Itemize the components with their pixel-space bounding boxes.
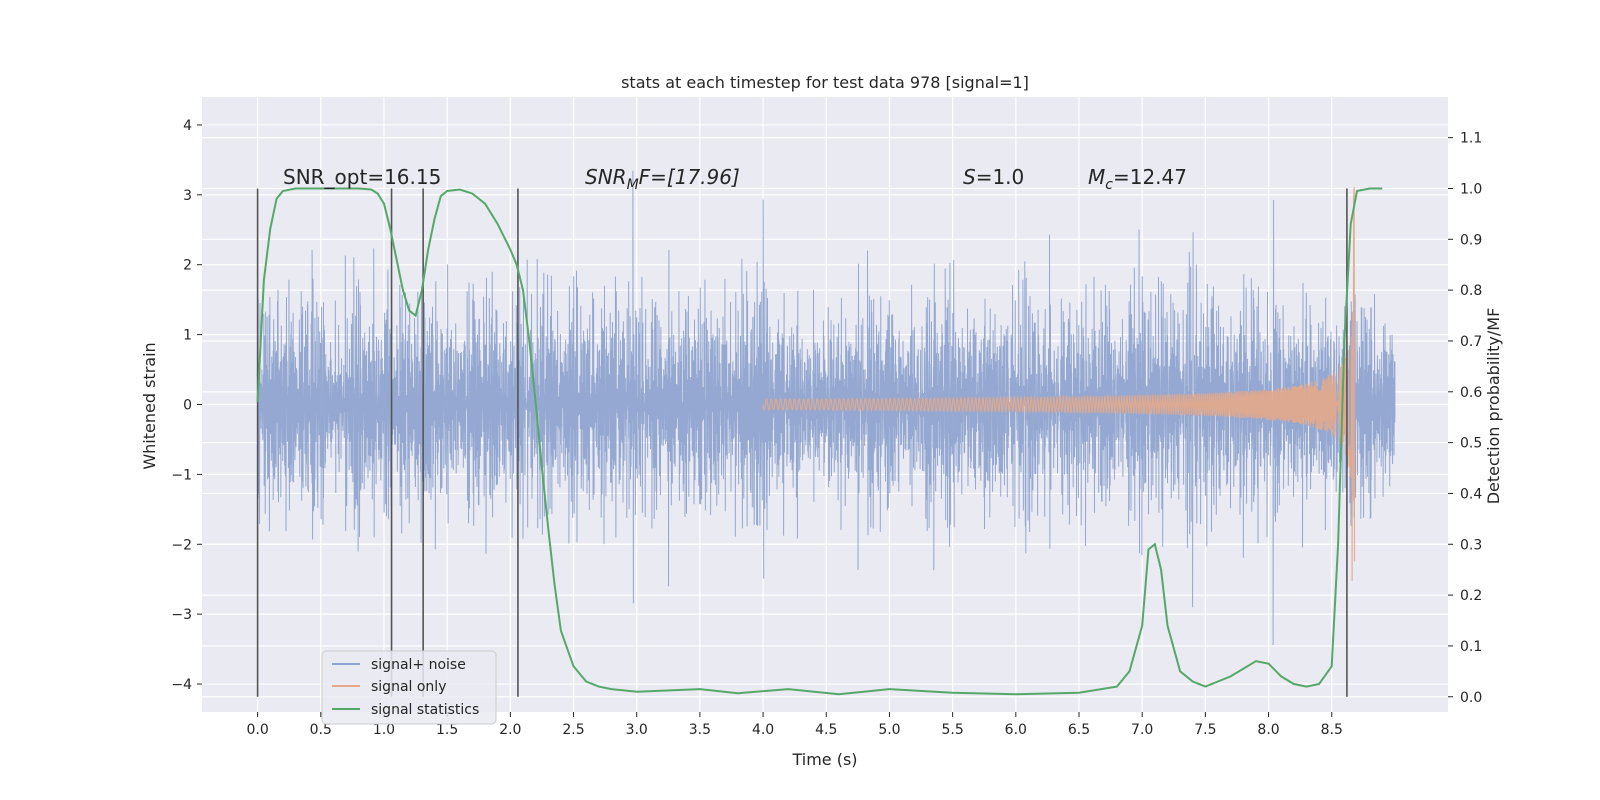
x-tick-label: 6.0	[1005, 722, 1027, 738]
x-tick-label: 7.5	[1194, 722, 1216, 738]
vertical-markers	[256, 188, 1348, 697]
y2-tick-label: 0.2	[1460, 588, 1482, 604]
y-tick-label: 0	[183, 398, 192, 414]
y2-tick-label: 0.4	[1460, 486, 1482, 502]
annotation-mc: Mc=12.47	[1088, 165, 1187, 193]
y2-axis-label: Detection probability/MF	[1484, 308, 1503, 505]
y2-tick-label: 1.0	[1460, 181, 1482, 197]
legend-box	[321, 650, 497, 725]
y-axis-label: Whitened strain	[140, 342, 159, 469]
y-tick-labels: 4 3 2 1 0 −1 −2 −3 −4	[171, 118, 202, 693]
y2-tick-label: 0.6	[1460, 385, 1482, 401]
annotation-s: S=1.0	[963, 165, 1024, 189]
x-tick-label: 4.5	[815, 722, 837, 738]
x-tick-label: 1.5	[436, 722, 458, 738]
y-tick-label: 3	[183, 188, 192, 204]
signal-only-trace	[762, 187, 1356, 581]
x-tick-label: 8.5	[1321, 722, 1343, 738]
y-tick-label: −4	[171, 677, 192, 693]
y2-tick-label: 0.7	[1460, 334, 1482, 350]
legend-label-signal-statistics: signal statistics	[371, 702, 479, 718]
y-tick-label: −3	[171, 607, 192, 623]
x-tick-label: 4.0	[752, 722, 774, 738]
y2-tick-label: 0.5	[1460, 436, 1482, 452]
x-tick-label: 5.5	[942, 722, 964, 738]
y2-tick-label: 0.9	[1460, 232, 1482, 248]
y2-tick-label: 1.1	[1460, 131, 1482, 147]
x-tick-label: 0.0	[246, 722, 268, 738]
y2-tick-label: 0.0	[1460, 690, 1482, 706]
x-tick-label: 2.5	[562, 722, 584, 738]
x-tick-labels: 0.0 0.5 1.0 1.5 2.0 2.5 3.0 3.5 4.0 4.5 5.0 5.5 6.0 6…	[246, 712, 1343, 738]
y-tick-label: −1	[171, 467, 192, 483]
chart-title: stats at each timestep for test data 978…	[621, 73, 1029, 92]
x-tick-label: 3.0	[626, 722, 648, 738]
signal-statistics-line	[256, 187, 1383, 696]
annotation-snr-opt: SNR_opt=16.15	[283, 165, 441, 189]
legend-label-signal-noise: signal+ noise	[371, 657, 466, 673]
signal-noise-trace	[257, 170, 1396, 646]
x-tick-label: 6.5	[1068, 722, 1090, 738]
legend: signal+ noise signal only signal statist…	[321, 650, 497, 725]
y2-tick-labels: 1.1 1.0 0.9 0.8 0.7 0.6 0.5 0.4 0.3 0.2 0.1 0.0	[1448, 131, 1482, 706]
x-tick-label: 0.5	[310, 722, 332, 738]
x-tick-label: 7.0	[1131, 722, 1153, 738]
y2-tick-label: 0.8	[1460, 283, 1482, 299]
x-tick-label: 1.0	[373, 722, 395, 738]
x-tick-label: 5.0	[878, 722, 900, 738]
y2-tick-label: 0.3	[1460, 537, 1482, 553]
signal-only-series	[762, 187, 1356, 581]
y-tick-label: −2	[171, 537, 192, 553]
legend-label-signal-only: signal only	[371, 679, 446, 695]
y2-tick-label: 0.1	[1460, 639, 1482, 655]
y-tick-label: 2	[183, 258, 192, 274]
signal-noise-series	[257, 170, 1396, 646]
x-tick-label: 8.0	[1257, 722, 1279, 738]
x-tick-label: 3.5	[689, 722, 711, 738]
x-tick-label: 2.0	[499, 722, 521, 738]
y-tick-label: 4	[183, 118, 192, 134]
y-tick-label: 1	[183, 328, 192, 344]
annotation-snr-mf: SNRMF=[17.96]	[585, 165, 740, 193]
x-axis-label: Time (s)	[791, 750, 857, 769]
